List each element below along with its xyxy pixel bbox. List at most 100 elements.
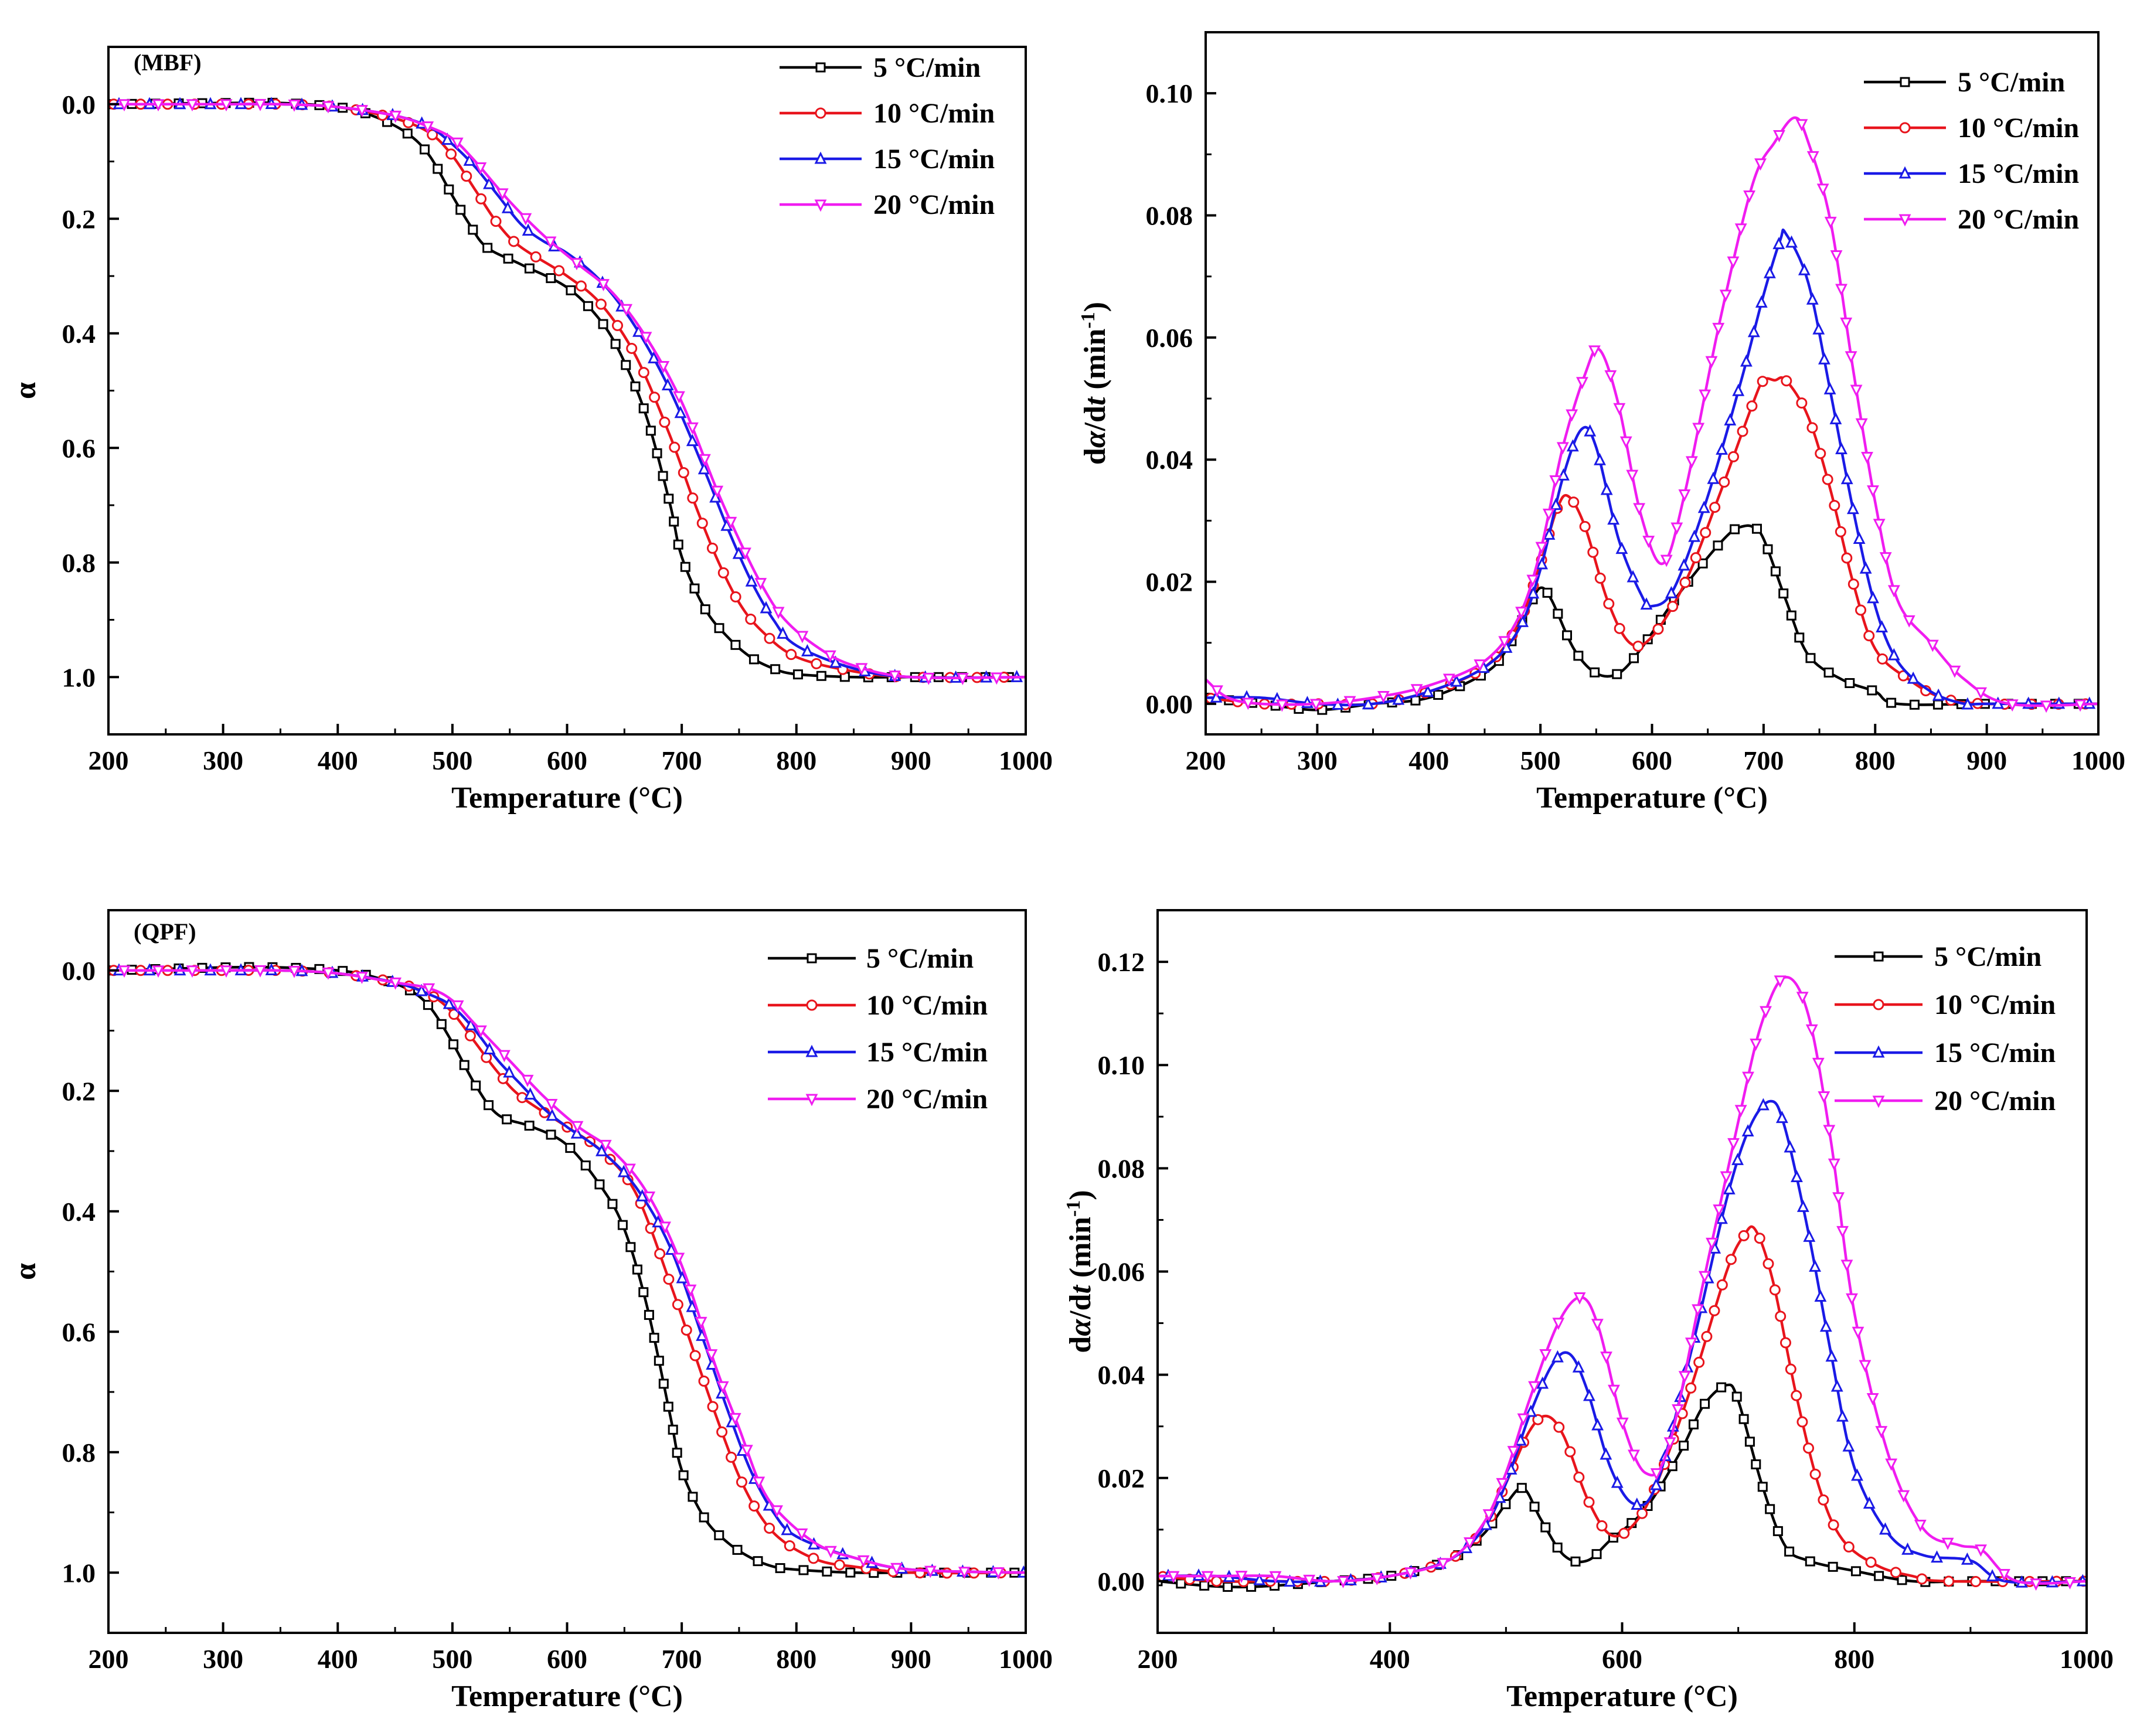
legend-entry-qpf-rate-3: 20 °C/min [1835,1085,2056,1117]
data-point-qpf-rate-2-53 [1901,1542,1914,1555]
data-point-mbf-alpha-0-20 [503,253,513,264]
data-point-mbf-rate-2-39 [1798,263,1811,275]
legend-marker-mbf-rate-0 [1900,77,1910,87]
data-point-mbf-alpha-0-27 [621,360,631,370]
data-point-qpf-rate-3-17 [1573,1292,1586,1305]
y-tick-label-mbf-rate-1: 0.02 [1146,567,1193,597]
data-point-mbf-rate-0-38 [1823,668,1834,678]
data-point-qpf-alpha-3-0 [118,965,131,978]
data-point-qpf-rate-2-37 [1757,1098,1770,1111]
data-point-mbf-rate-2-22 [1615,542,1628,554]
data-point-qpf-rate-2-51 [1863,1496,1876,1509]
data-point-qpf-rate-3-59 [2030,1578,2043,1591]
data-point-mbf-alpha-3-27 [772,607,785,619]
chart-qpf-alpha: 200 300 400 500 600 700 800 900 1000 0.0 0.2 0.4 0.6… [9,909,1053,1713]
data-point-qpf-rate-3-44 [1828,1158,1840,1171]
data-point-mbf-alpha-3-18 [639,332,652,345]
data-point-mbf-rate-3-21 [1619,436,1632,449]
data-point-qpf-rate-3-40 [1805,1024,1818,1037]
data-point-qpf-rate-3-34 [1734,1105,1747,1118]
data-point-qpf-rate-2-4 [1284,1574,1296,1587]
data-point-qpf-alpha-2-20 [636,1189,649,1201]
data-point-mbf-rate-2-47 [1846,502,1859,515]
data-point-mbf-alpha-0-34 [669,516,679,527]
legend-label-qpf-alpha-3: 20 °C/min [866,1084,988,1115]
data-point-mbf-alpha-2-33 [829,655,842,668]
data-point-mbf-alpha-1-20 [575,280,587,292]
data-point-qpf-alpha-3-31 [857,1555,870,1568]
data-point-mbf-alpha-0-30 [645,426,656,436]
data-point-qpf-rate-0-43 [1874,1571,1884,1581]
data-point-mbf-alpha-2-26 [709,490,722,503]
x-tick-label-mbf-rate-7: 900 [1966,746,2007,775]
legend-label-mbf-rate-2: 15 °C/min [1958,158,2079,189]
legend-entry-qpf-rate-2: 15 °C/min [1835,1037,2056,1068]
data-point-qpf-rate-2-3 [1253,1572,1266,1585]
data-point-mbf-alpha-3-8 [389,110,402,123]
data-point-mbf-alpha-1-21 [595,298,607,310]
y-tick-label-qpf-rate-4: 0.08 [1098,1153,1145,1183]
data-point-qpf-rate-2-44 [1814,1289,1827,1302]
data-point-qpf-rate-3-36 [1750,1039,1762,1051]
data-point-qpf-rate-0-44 [1897,1575,1907,1585]
y-tick-label-mbf-rate-2: 0.04 [1146,445,1193,475]
data-point-mbf-rate-3-27 [1678,489,1691,502]
data-point-mbf-rate-3-49 [1861,452,1873,464]
legend-marker-mbf-alpha-0 [815,62,826,73]
data-point-mbf-alpha-0-25 [598,319,608,329]
data-point-qpf-alpha-3-24 [716,1381,729,1394]
data-point-mbf-rate-3-22 [1626,469,1639,482]
data-point-mbf-alpha-0-19 [482,243,493,253]
data-point-mbf-rate-2-45 [1835,442,1847,455]
data-point-mbf-alpha-0-29 [638,403,649,414]
y-axis-label-part-qpf-rate-2: /d [1064,1294,1097,1319]
data-point-qpf-rate-3-29 [1698,1271,1711,1284]
data-point-qpf-alpha-3-29 [795,1528,808,1541]
data-point-mbf-rate-2-19 [1594,452,1606,465]
data-point-qpf-rate-1-32 [1709,1305,1720,1316]
data-point-mbf-rate-3-59 [2040,700,2053,713]
x-tick-label-mbf-alpha-3: 500 [432,746,472,775]
data-point-mbf-rate-3-60 [2074,699,2087,712]
legend-entry-mbf-alpha-0: 5 °C/min [780,52,981,83]
legend-label-qpf-rate-3: 20 °C/min [1934,1085,2056,1117]
data-point-mbf-alpha-3-5 [288,99,301,112]
data-point-qpf-rate-1-21 [1583,1496,1595,1508]
x-tick-label-mbf-rate-0: 200 [1186,746,1226,775]
data-point-mbf-rate-1-44 [1847,578,1859,590]
legend-label-mbf-alpha-0: 5 °C/min [873,52,981,83]
data-point-qpf-alpha-0-37 [672,1448,682,1458]
data-point-qpf-rate-1-33 [1716,1279,1728,1291]
data-point-qpf-rate-0-21 [1570,1556,1581,1567]
data-point-mbf-rate-1-40 [1822,474,1833,485]
data-point-mbf-alpha-0-36 [680,561,690,572]
data-point-qpf-rate-3-15 [1539,1349,1552,1361]
data-point-mbf-alpha-3-25 [739,547,751,560]
x-tick-label-mbf-alpha-1: 300 [203,746,243,775]
y-axis-label-qpf-rate: dα/dt (min-1) [1063,1190,1098,1353]
data-point-mbf-rate-3-25 [1660,554,1673,567]
data-point-mbf-alpha-1-17 [508,236,520,247]
data-point-mbf-rate-3-33 [1719,290,1732,302]
data-point-qpf-alpha-0-35 [663,1401,673,1412]
data-point-qpf-alpha-2-19 [617,1165,630,1177]
data-point-qpf-rate-1-45 [1809,1468,1821,1480]
data-point-qpf-alpha-3-20 [672,1252,685,1265]
data-point-mbf-rate-1-47 [1877,653,1889,665]
data-point-qpf-alpha-3-12 [498,1050,511,1063]
legend-label-qpf-rate-0: 5 °C/min [1934,941,2041,972]
y-tick-label-mbf-alpha-4: 0.8 [62,548,96,578]
data-point-qpf-rate-1-49 [1865,1557,1877,1568]
data-point-qpf-rate-3-60 [2064,1577,2076,1589]
data-point-qpf-alpha-3-25 [729,1412,741,1425]
data-point-qpf-alpha-2-17 [570,1126,583,1139]
data-point-qpf-rate-0-42 [1850,1566,1861,1577]
x-tick-label-qpf-alpha-0: 200 [89,1644,129,1674]
series-line-qpf-alpha-3 [108,969,1026,1574]
data-point-qpf-alpha-0-38 [678,1470,689,1480]
data-point-qpf-alpha-0-36 [668,1424,678,1435]
data-point-mbf-rate-3-42 [1824,216,1837,229]
data-point-qpf-rate-1-46 [1818,1494,1829,1506]
data-point-qpf-rate-3-11 [1496,1478,1509,1490]
data-point-mbf-rate-2-54 [1932,688,1945,701]
